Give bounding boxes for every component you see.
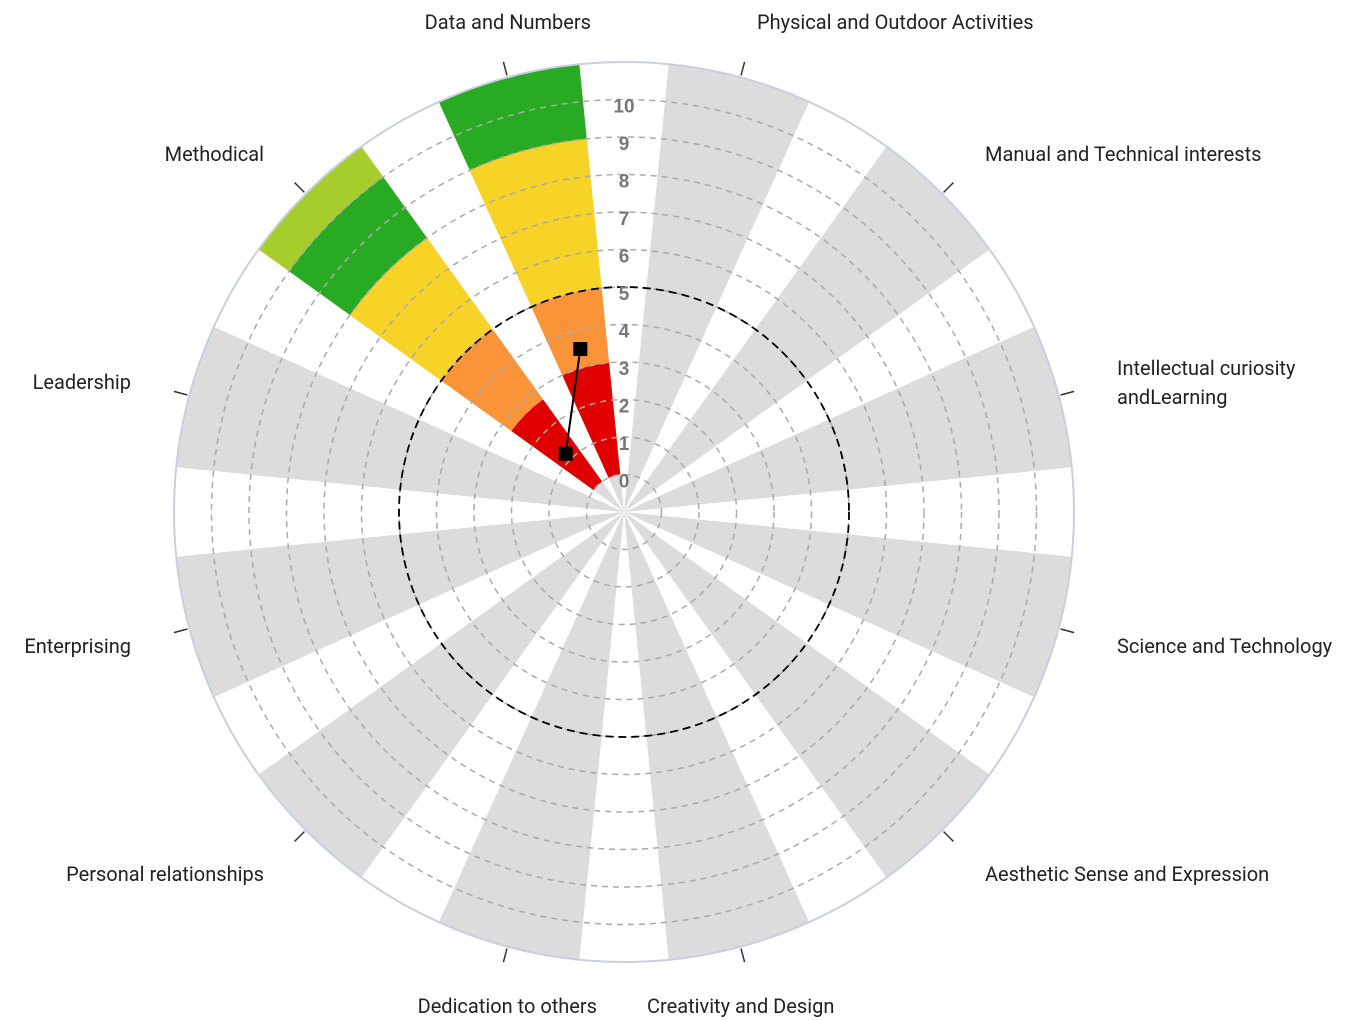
y-tick-label: 10 [613,97,634,118]
category-wedge [258,512,624,878]
category-tick [1060,390,1075,396]
y-tick-label: 9 [619,134,630,155]
category-label: Intellectual curiosity andLearning [1117,356,1296,409]
grid-ring [510,398,738,626]
grid-ring [248,136,1000,888]
category-label: Dedication to others [417,994,597,1018]
category-wedge [624,512,810,960]
marker [558,446,573,461]
marker [573,342,588,357]
category-wedge [624,326,1072,512]
category-label: Aesthetic Sense and Expression [985,862,1270,886]
category-tick [502,61,508,76]
y-tick-label: 6 [619,247,630,268]
y-tick-label: 2 [619,397,630,418]
bar-segment [562,362,621,478]
category-tick [173,390,188,396]
category-label: Enterprising [24,634,131,658]
grid-ring [585,473,663,551]
outer-ring [173,61,1075,963]
category-label: Leadership [32,370,131,394]
bar-segment [438,64,587,171]
category-label: Creativity and Design [647,994,835,1018]
category-wedge [624,146,990,512]
category-tick [293,181,305,193]
y-tick-label: 8 [619,172,630,193]
category-wedge [176,326,625,512]
category-wedge [176,512,625,698]
category-label: Data and Numbers [424,10,591,34]
y-tick-label: 7 [619,209,630,230]
bar-segment [289,177,428,316]
category-tick [943,181,955,193]
grid-ring [473,361,775,663]
y-tick-label: 3 [619,359,630,380]
category-tick [502,948,508,963]
grid-ring [210,98,1038,926]
y-tick-label: 1 [619,434,630,455]
category-wedge [438,512,624,960]
grid-ring [323,211,925,813]
bar-segment [258,146,384,272]
reference-ring [398,286,850,738]
category-wedge [624,512,990,878]
category-tick [943,831,955,843]
grid-ring [285,173,963,851]
category-label: Physical and Outdoor Activities [757,10,1034,34]
marker-line [564,348,582,454]
y-tick-label: 0 [619,472,630,493]
bar-segment [469,138,602,307]
category-tick [293,831,305,843]
category-tick [173,628,188,634]
bar-segment [511,399,603,491]
category-label: Manual and Technical interests [985,142,1262,166]
category-label: Methodical [164,142,264,166]
y-tick-label: 4 [619,322,630,343]
grid-ring [548,436,700,588]
category-wedge [624,512,1072,698]
category-label: Personal relationships [66,862,264,886]
grid-ring [435,323,813,701]
y-tick-label: 5 [619,284,630,305]
grid-ring [360,248,888,776]
category-tick [740,61,746,76]
category-label: Science and Technology [1117,634,1333,658]
category-tick [1060,628,1075,634]
category-wedge [624,64,810,513]
category-tick [740,948,746,963]
